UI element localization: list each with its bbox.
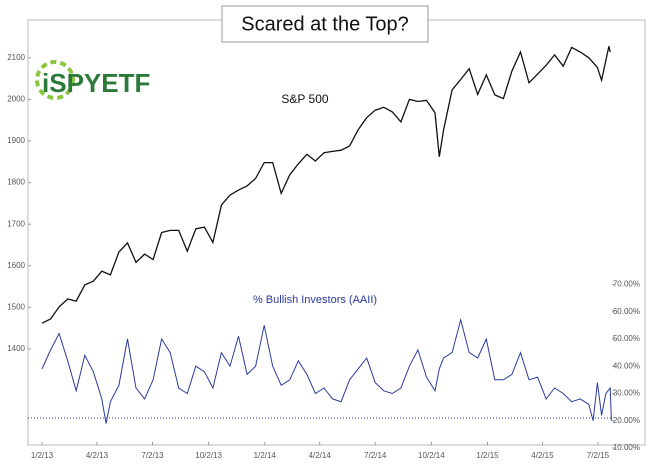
x-tick-label: 4/2/13: [86, 451, 109, 460]
x-tick-label: 10/2/13: [195, 451, 222, 460]
chart-title: Scared at the Top?: [241, 13, 409, 35]
y-tick-label: 1600: [7, 261, 25, 270]
y2-tick-label: 40.00%: [613, 361, 640, 370]
y-tick-label: 1700: [7, 219, 25, 228]
x-tick-label: 7/2/13: [141, 451, 164, 460]
y2-tick-label: 10.00%: [613, 443, 640, 452]
y-tick-label: 2000: [7, 95, 25, 104]
y-tick-label: 1400: [7, 344, 25, 353]
series-line: [41, 317, 612, 424]
annotation: % Bullish Investors (AAII): [253, 294, 377, 306]
y2-tick-label: 50.00%: [613, 334, 640, 343]
logo-icon: [35, 60, 75, 100]
x-tick-label: 1/2/13: [31, 451, 54, 460]
x-tick-label: 7/2/15: [587, 451, 610, 460]
x-tick-label: 7/2/14: [364, 451, 387, 460]
y-tick-label: 1900: [7, 136, 25, 145]
y-tick-label: 1800: [7, 178, 25, 187]
y2-tick-label: 20.00%: [613, 416, 640, 425]
x-tick-label: 1/2/15: [476, 451, 499, 460]
x-tick-label: 10/2/14: [418, 451, 445, 460]
x-tick-label: 1/2/14: [254, 451, 277, 460]
y2-tick-label: 70.00%: [613, 280, 640, 289]
annotation: S&P 500: [281, 92, 328, 106]
y-tick-label: 2100: [7, 53, 25, 62]
title-box: [221, 5, 429, 43]
y2-tick-label: 30.00%: [613, 389, 640, 398]
series-line: [41, 46, 611, 324]
y-tick-label: 1500: [7, 302, 25, 311]
y2-tick-label: 60.00%: [613, 307, 640, 316]
x-tick-label: 4/2/14: [309, 451, 332, 460]
logo: iSPYETF: [42, 68, 150, 98]
x-tick-label: 4/2/15: [531, 451, 554, 460]
